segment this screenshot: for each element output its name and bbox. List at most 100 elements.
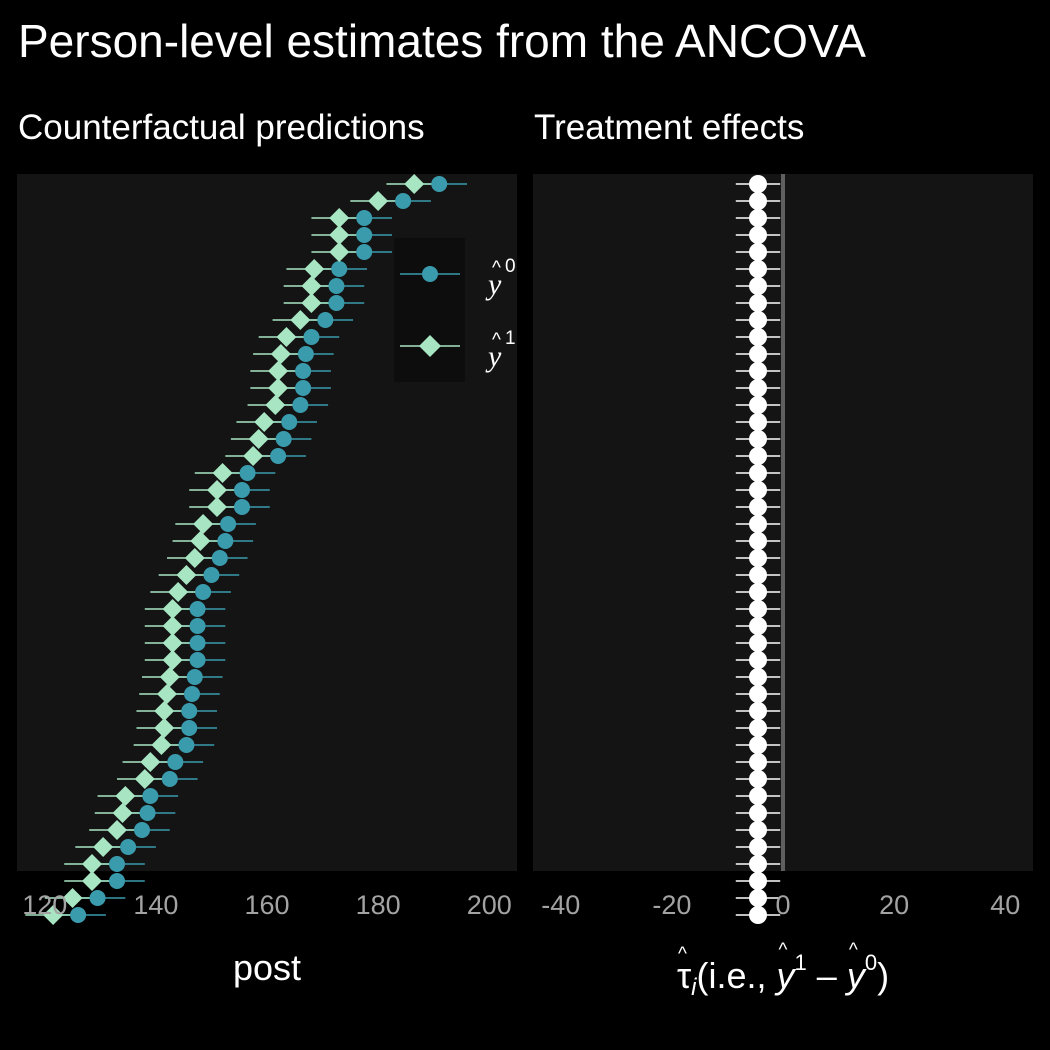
point-y1: [154, 718, 175, 738]
tau-symbol: τ: [677, 955, 691, 996]
point-y1: [290, 310, 311, 330]
point-y1: [193, 514, 214, 534]
effect-point: [749, 736, 767, 754]
legend-hat-mark: ^: [492, 258, 501, 279]
point-y0: [161, 771, 178, 787]
tau-subscript: i: [691, 974, 697, 1001]
point-y0: [178, 737, 195, 753]
xlabel-hat-mark: ^: [849, 940, 858, 961]
legend-superscript: 1: [505, 328, 516, 349]
point-y0: [295, 380, 312, 396]
left-x-tick-label: 140: [133, 890, 178, 920]
left-x-tick-label: 160: [244, 890, 289, 920]
effect-point: [749, 719, 767, 737]
effect-point: [749, 345, 767, 363]
right-x-ticks: -40 -20 0 20 40: [541, 890, 1020, 920]
left-x-ticks: 120 140 160 180 200: [22, 890, 512, 920]
effect-point: [749, 906, 767, 924]
point-y0: [189, 635, 206, 651]
point-y1: [157, 684, 177, 704]
effect-point: [749, 294, 767, 312]
point-y1: [254, 412, 275, 432]
left-x-tick-label: 180: [356, 890, 401, 920]
point-y1: [304, 259, 325, 279]
point-y1: [329, 208, 350, 228]
point-y1: [93, 837, 114, 857]
point-y0: [356, 227, 373, 243]
effect-point: [749, 583, 767, 601]
point-y0: [167, 754, 184, 770]
point-y1: [276, 327, 297, 347]
point-y1: [329, 242, 350, 262]
point-y1: [82, 871, 102, 891]
right-panel-marks: [735, 175, 781, 924]
point-y1: [162, 633, 183, 653]
left-x-axis-label: post: [233, 947, 301, 988]
effect-point: [749, 243, 767, 261]
right-x-tick-label: 40: [990, 890, 1020, 920]
point-y1: [115, 786, 136, 806]
point-y0: [328, 278, 345, 294]
effect-point: [749, 379, 767, 397]
effect-point: [749, 430, 767, 448]
effect-point: [749, 209, 767, 227]
point-y1: [184, 548, 205, 568]
point-y0: [181, 720, 198, 736]
effect-point: [749, 464, 767, 482]
point-y0: [181, 703, 198, 719]
point-y0: [134, 822, 150, 838]
right-x-tick-label: -40: [541, 890, 580, 920]
effect-point: [749, 413, 767, 431]
effect-point: [749, 498, 767, 516]
point-y1: [43, 905, 64, 925]
point-y1: [82, 854, 102, 874]
point-y1: [207, 480, 227, 500]
point-y1: [268, 378, 289, 398]
point-y0: [186, 669, 203, 685]
left-x-tick-label: 200: [467, 890, 512, 920]
legend-y0-label: y: [485, 268, 502, 301]
xlabel-minus: –: [807, 955, 847, 996]
point-y0: [234, 482, 250, 498]
point-y0: [234, 499, 250, 515]
effect-point: [749, 651, 767, 669]
effect-point: [749, 821, 767, 839]
point-y0: [89, 890, 106, 906]
right-x-axis-label: τi(i.e., y1 – y0): [677, 950, 889, 1001]
effect-point: [749, 770, 767, 788]
point-y1: [190, 531, 211, 551]
point-y0: [211, 550, 228, 566]
effect-point: [749, 447, 767, 465]
point-y1: [140, 752, 161, 772]
legend-y0-letter: y: [485, 268, 502, 301]
xlabel-y0: y: [844, 955, 867, 996]
effect-point: [749, 685, 767, 703]
effect-point: [749, 889, 767, 907]
point-y0: [109, 856, 125, 872]
left-panel-title: Counterfactual predictions: [18, 108, 425, 147]
point-y0: [189, 618, 206, 634]
legend-y1-letter: y: [485, 340, 502, 373]
point-y0: [270, 448, 287, 464]
effect-point: [749, 311, 767, 329]
point-y1: [134, 769, 155, 789]
point-y1: [270, 344, 291, 364]
point-y1: [162, 650, 183, 670]
xlabel-hat-mark: ^: [678, 944, 687, 965]
point-y0: [220, 516, 237, 532]
point-y1: [329, 225, 350, 245]
effect-point: [749, 668, 767, 686]
xlabel-close: ): [877, 955, 889, 996]
legend-y1-marker: [419, 335, 441, 357]
point-y1: [243, 446, 264, 466]
point-y1: [248, 429, 269, 449]
point-y0: [303, 329, 320, 345]
effect-point: [749, 617, 767, 635]
legend: y y ^ 0^ 1: [394, 238, 516, 382]
effect-point: [749, 396, 767, 414]
point-y1: [268, 361, 289, 381]
point-y0: [395, 193, 412, 209]
effect-point: [749, 855, 767, 873]
point-y0: [139, 805, 156, 821]
point-y1: [176, 565, 197, 585]
